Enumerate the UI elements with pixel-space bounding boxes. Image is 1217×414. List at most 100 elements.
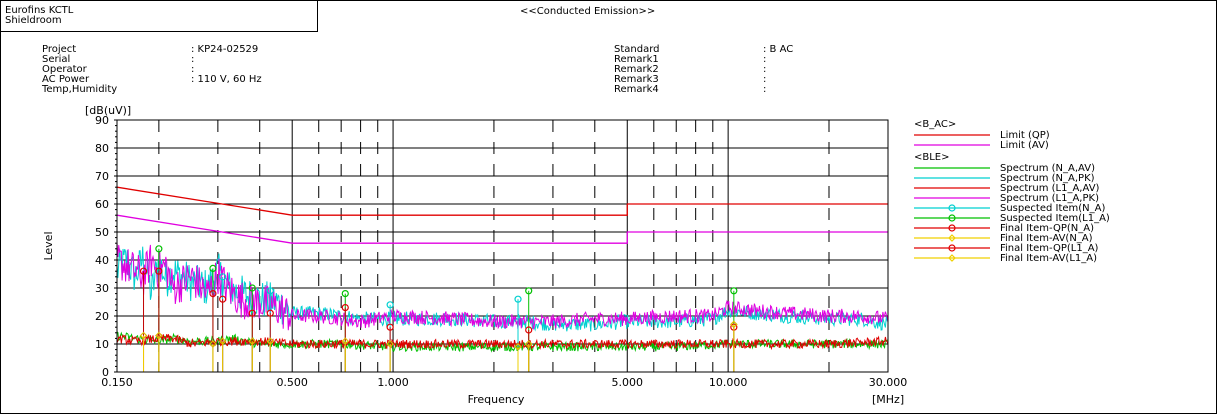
- final-qp-marker: [219, 295, 227, 303]
- x-tick-label: 0.500: [276, 376, 308, 389]
- legend-marker: [948, 254, 956, 262]
- spectrum-line: [116, 332, 889, 351]
- spectrum-layer: [116, 241, 889, 353]
- grid-layer: [117, 120, 888, 372]
- info-label-standard: Standard: [614, 44, 660, 55]
- y-tick-label: 0: [102, 366, 109, 379]
- final-qp-marker: [248, 309, 256, 317]
- y-tick-label: 60: [95, 198, 109, 211]
- info-value-standard: : B AC: [763, 44, 794, 55]
- final-qp-marker: [386, 323, 394, 331]
- limit-line: [116, 214, 888, 244]
- final-qp-marker: [525, 326, 533, 334]
- limit-line: [116, 186, 888, 216]
- info-value-project: : KP24-02529: [191, 44, 259, 55]
- info-right-labels: Standard Remark1 Remark2 Remark3 Remark4: [614, 45, 660, 95]
- info-label-project: Project: [42, 44, 77, 55]
- lab-location: Shieldroom: [5, 15, 62, 26]
- y-tick-label: 30: [95, 282, 109, 295]
- suspected-marker: [341, 290, 349, 298]
- x-unit-label: [MHz]: [872, 393, 904, 406]
- info-right-values: : B AC : : : :: [763, 45, 793, 95]
- y-tick-label: 90: [95, 114, 109, 127]
- x-tick-label: 10.000: [709, 376, 748, 389]
- legend-group-title: <BLE>: [914, 152, 950, 163]
- suspected-marker: [209, 264, 217, 272]
- legend-label: Final Item-AV(L1_A): [1000, 253, 1097, 264]
- legend-label: Final Item-QP(N_A): [1000, 223, 1094, 234]
- info-left-labels: Project Serial Operator AC Power Temp,Hu…: [42, 45, 117, 95]
- info-label-temp-humidity: Temp,Humidity: [42, 84, 118, 95]
- final-qp-marker: [155, 267, 163, 275]
- legend-label: Limit (AV): [1000, 140, 1049, 151]
- suspected-marker: [248, 284, 256, 292]
- lab-name: Eurofins KCTL: [5, 5, 74, 16]
- legend-label: Spectrum (N_A,PK): [1000, 173, 1095, 184]
- axis-layer: 0 10 20 30 40 50 60 70 80 90 0.150 0.500 1.000 5.000 1…: [42, 104, 907, 406]
- final-qp-marker: [209, 290, 217, 298]
- y-tick-label: 40: [95, 254, 109, 267]
- limit-layer: [116, 186, 888, 244]
- final-av-marker: [386, 340, 394, 348]
- final-av-marker: [524, 340, 533, 348]
- spectrum-line: [116, 246, 889, 332]
- legend-marker: [948, 204, 956, 212]
- info-label-remark2: Remark2: [614, 64, 659, 75]
- marker-layer: [139, 245, 738, 372]
- x-tick-label: 30.000: [869, 376, 908, 389]
- y-tick-label: 70: [95, 170, 109, 183]
- info-value-remark2: :: [763, 64, 767, 75]
- legend-marker: [948, 244, 956, 252]
- final-av-marker: [341, 337, 350, 346]
- x-tick-label: 1.000: [377, 376, 409, 389]
- info-label-remark4: Remark4: [614, 84, 659, 95]
- suspected-marker: [266, 287, 274, 295]
- x-tick-label: 5.000: [612, 376, 644, 389]
- legend-label: Final Item-QP(L1_A): [1000, 243, 1099, 254]
- final-av-marker: [218, 337, 227, 346]
- legend-label: Spectrum (L1_A,PK): [1000, 193, 1099, 204]
- final-av-marker: [514, 342, 522, 351]
- info-left-values: : KP24-02529 : : : 110 V, 60 Hz: [191, 45, 262, 95]
- final-qp-marker: [266, 309, 274, 317]
- y-tick-label: 20: [95, 310, 109, 323]
- final-av-marker: [139, 331, 148, 340]
- legend-group-title: <B_AC>: [914, 119, 956, 130]
- final-av-marker: [155, 331, 163, 340]
- legend-marker: [948, 224, 956, 232]
- info-label-remark1: Remark1: [614, 54, 659, 65]
- info-value-serial: :: [191, 54, 195, 65]
- info-value-ac-power: : 110 V, 60 Hz: [191, 74, 262, 85]
- suspected-marker: [219, 273, 227, 281]
- y-unit-label: [dB(uV)]: [85, 104, 131, 117]
- legend-label: Suspected Item(L1_A): [1000, 213, 1110, 224]
- info-label-ac-power: AC Power: [42, 74, 90, 85]
- info-value-remark4: :: [763, 84, 767, 95]
- info-value-remark1: :: [763, 54, 767, 65]
- y-axis-title: Level: [42, 231, 55, 260]
- y-tick-label: 50: [95, 226, 109, 239]
- suspected-marker: [155, 245, 163, 253]
- x-tick-label: 0.150: [101, 376, 133, 389]
- info-label-operator: Operator: [42, 64, 87, 75]
- spectrum-line: [116, 241, 889, 331]
- final-qp-marker: [139, 267, 148, 275]
- legend-label: Spectrum (L1_A,AV): [1000, 183, 1100, 194]
- legend-marker: [948, 214, 956, 222]
- y-tick-label: 10: [95, 338, 109, 351]
- lab-info-box: Eurofins KCTL Shieldroom: [1, 1, 318, 32]
- info-label-serial: Serial: [42, 54, 71, 65]
- plot-area-border: [116, 119, 889, 373]
- info-value-remark3: :: [763, 74, 767, 85]
- suspected-marker: [730, 287, 738, 295]
- legend-label: Limit (QP): [1000, 130, 1050, 141]
- y-tick-label: 80: [95, 142, 109, 155]
- legend-marker: [948, 234, 956, 242]
- legend-label: Final Item-AV(N_A): [1000, 233, 1093, 244]
- final-av-marker: [266, 337, 275, 346]
- suspected-marker: [525, 287, 533, 295]
- x-axis-title: Frequency: [468, 393, 525, 406]
- legend-label: Suspected Item(N_A): [1000, 203, 1105, 214]
- suspected-marker: [386, 301, 394, 309]
